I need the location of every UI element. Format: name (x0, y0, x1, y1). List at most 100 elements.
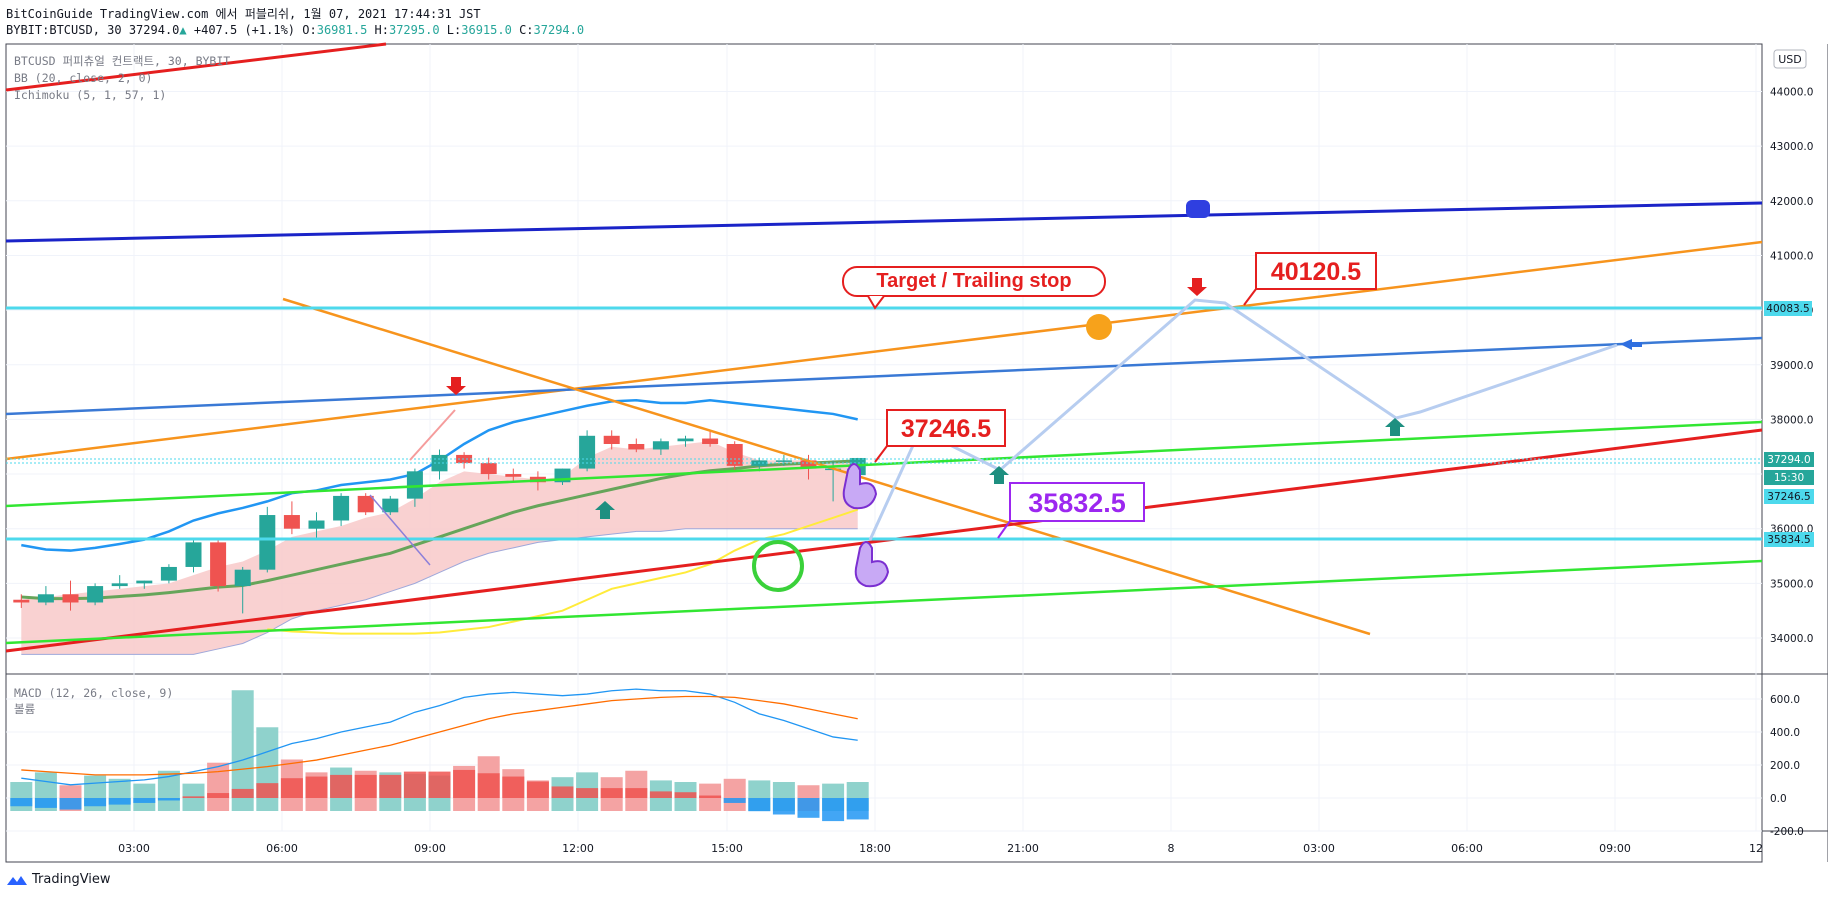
macd-histogram-bar (256, 783, 279, 798)
bb-basis-line (21, 459, 858, 601)
ohlc-header: BYBIT:BTCUSD, 30 37294.0▲ +407.5 (+1.1%)… (6, 23, 584, 37)
macd-histogram-bar (305, 776, 328, 798)
y-tick-label: 35000.0 (1770, 578, 1813, 590)
x-tick-label: 12:00 (562, 842, 594, 855)
macd-histogram-bar (846, 798, 869, 820)
legend-volume: 볼륨 (14, 702, 35, 716)
high-label: H: (374, 23, 389, 37)
tradingview-brand[interactable]: TradingView (6, 872, 111, 887)
candle (259, 515, 276, 570)
macd-histogram-bar (403, 771, 426, 798)
signal-line (21, 695, 858, 776)
volume-bar (133, 783, 156, 811)
y-tick-label: 34000.0 (1770, 633, 1813, 645)
macd-histogram-bar (84, 798, 107, 807)
open-value: 36981.5 (316, 23, 368, 37)
macd-histogram-bar (526, 781, 549, 798)
buy-arrow-icon (595, 501, 615, 519)
buy-arrow-icon (989, 466, 1009, 484)
macd-histogram-bar (428, 771, 451, 798)
macd-histogram-bar (502, 776, 525, 798)
sell-arrow-icon (446, 377, 466, 395)
target-label: Target / Trailing stop (876, 270, 1071, 292)
orange-rising-trendline (5, 240, 1763, 461)
candle (628, 443, 645, 450)
candle (800, 460, 817, 469)
macd-histogram-bar (822, 798, 845, 822)
y-tick-label: 42000.0 (1770, 196, 1813, 208)
close-label: C: (519, 23, 534, 37)
macd-tick-label: 400.0 (1770, 727, 1800, 739)
candle (111, 583, 128, 587)
volume-bar (157, 770, 180, 811)
candle (210, 542, 227, 587)
macd-line (21, 688, 858, 786)
low-value: 36915.0 (461, 23, 512, 37)
macd-histogram-bar (354, 774, 377, 798)
candle (652, 441, 669, 450)
macd-histogram-bar (748, 798, 771, 812)
price-callout-35832[interactable]: 35832.5 (997, 482, 1145, 539)
y-tick-label: 44000.0 (1770, 87, 1813, 99)
x-tick-label: 03:00 (118, 842, 150, 855)
legend-symbol: BTCUSD 퍼피츄얼 컨트랙트, 30, BYBIT (14, 54, 230, 68)
cat-face-icon (1086, 314, 1112, 340)
legend-macd: MACD (12, 26, close, 9) (14, 686, 173, 700)
change-value: +407.5 (+1.1%) (193, 23, 296, 37)
target-trailing-stop-callout[interactable]: Target / Trailing stop (842, 266, 1106, 310)
sell-arrow-icon (1187, 278, 1207, 296)
price-label-35832: 35832.5 (1028, 488, 1126, 518)
x-tick-label: 12 (1749, 842, 1763, 855)
price-label-37246: 37246.5 (1764, 489, 1814, 504)
candle (456, 454, 473, 464)
candle (702, 438, 719, 444)
candle (726, 443, 743, 466)
macd-pane (10, 688, 869, 822)
currency-badge[interactable] (1773, 49, 1807, 69)
macd-histogram-bar (797, 798, 820, 818)
price-label-40120: 40120.5 (1271, 258, 1361, 286)
candle (160, 566, 177, 581)
legend-bb: BB (20, close, 2, 0) (14, 71, 152, 85)
x-tick-label: 21:00 (1007, 842, 1039, 855)
price-pane (13, 399, 866, 655)
price-callout-37246[interactable]: 37246.5 (874, 409, 1006, 463)
price-label-40083: 40083.5 (1764, 301, 1812, 316)
price-label-37246: 37246.5 (901, 415, 991, 443)
x-tick-label: 15:00 (711, 842, 743, 855)
axes: 03:00 06:00 09:00 12:00 15:00 18:00 21:00 8 03:0… (118, 87, 1813, 856)
y-tick-label: 41000.0 (1770, 250, 1813, 262)
pointing-hand-icon (842, 463, 878, 510)
macd-histogram-bar (625, 788, 648, 798)
candle (37, 594, 54, 603)
candle (87, 586, 104, 603)
projected-down-arrow (369, 494, 431, 566)
svg-text:40083.5: 40083.5 (1766, 303, 1809, 315)
macd-histogram-bar (576, 788, 599, 798)
macd-histogram-bar (674, 792, 697, 798)
volume-bar (108, 778, 131, 811)
volume-bar (231, 690, 254, 811)
candle (382, 498, 399, 513)
left-arrow-icon (1620, 339, 1642, 350)
blue-trendline (5, 201, 1763, 243)
publish-info: BitCoinGuide TradingView.com 에서 퍼블리쉬, 1월… (6, 7, 481, 21)
candle (136, 580, 153, 584)
macd-histogram-bar (330, 774, 353, 798)
price-label-35834: 35834.5 (1764, 532, 1814, 547)
macd-histogram-bar (133, 798, 156, 803)
candle (603, 435, 620, 444)
x-tick-label: 06:00 (1451, 842, 1483, 855)
symbol-label: BYBIT:BTCUSD, 30 (6, 23, 122, 37)
macd-histogram-bar (231, 788, 254, 798)
x-tick-label: 03:00 (1303, 842, 1335, 855)
macd-histogram-bar (600, 788, 623, 798)
high-value: 37295.0 (388, 23, 440, 37)
macd-histogram-bar (551, 786, 574, 798)
candle (283, 515, 300, 529)
svg-text:37246.5: 37246.5 (1767, 491, 1810, 503)
price-callout-40120[interactable]: 40120.5 (1243, 252, 1377, 306)
y-tick-label: 38000.0 (1770, 414, 1813, 426)
green-upper-trendline (5, 420, 1763, 508)
